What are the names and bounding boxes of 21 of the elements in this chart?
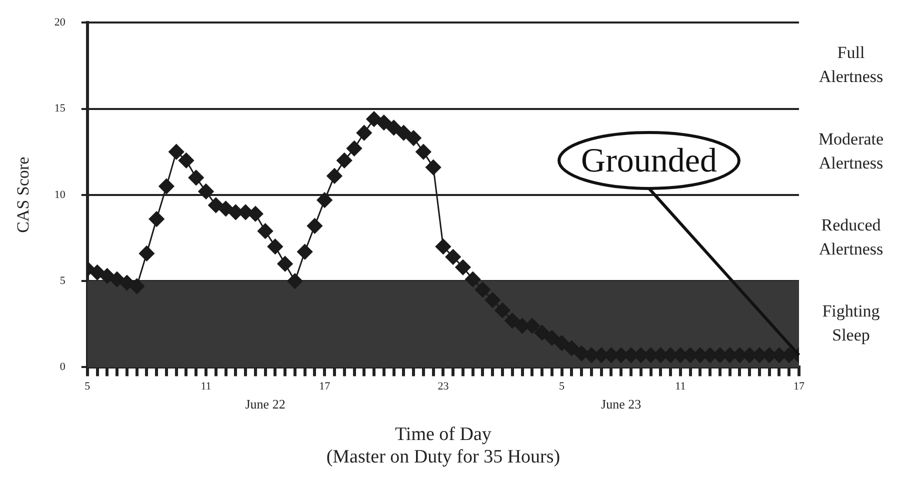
text: Full Alertness xyxy=(818,43,884,86)
y-tick-label: 5 xyxy=(60,274,66,287)
band-label: Fighting Sleep xyxy=(822,302,880,345)
text: Reduced Alertness xyxy=(818,215,884,258)
x-tick-label: 23 xyxy=(438,380,450,393)
y-tick-label: 20 xyxy=(54,16,66,28)
text: June 22 xyxy=(245,396,286,412)
y-tick-label: 15 xyxy=(54,102,66,115)
x-axis-title: Time of Day (Master on Duty for 35 Hours) xyxy=(326,424,560,468)
x-tick-label: 5 xyxy=(84,380,91,393)
text: Moderate Alertness xyxy=(818,129,884,172)
x-tick-label: 11 xyxy=(200,380,212,393)
x-tick-label: 11 xyxy=(675,380,686,393)
x-tick-label: 5 xyxy=(559,380,566,393)
y-axis-title: CAS Score xyxy=(14,156,33,233)
annotation: Grounded xyxy=(581,142,717,180)
y-tick-label: 10 xyxy=(54,188,66,201)
text: June 23 xyxy=(601,396,642,412)
y-tick-label: 0 xyxy=(60,361,66,374)
x-tick-label: 17 xyxy=(319,380,331,393)
x-tick-label: 17 xyxy=(794,380,805,393)
